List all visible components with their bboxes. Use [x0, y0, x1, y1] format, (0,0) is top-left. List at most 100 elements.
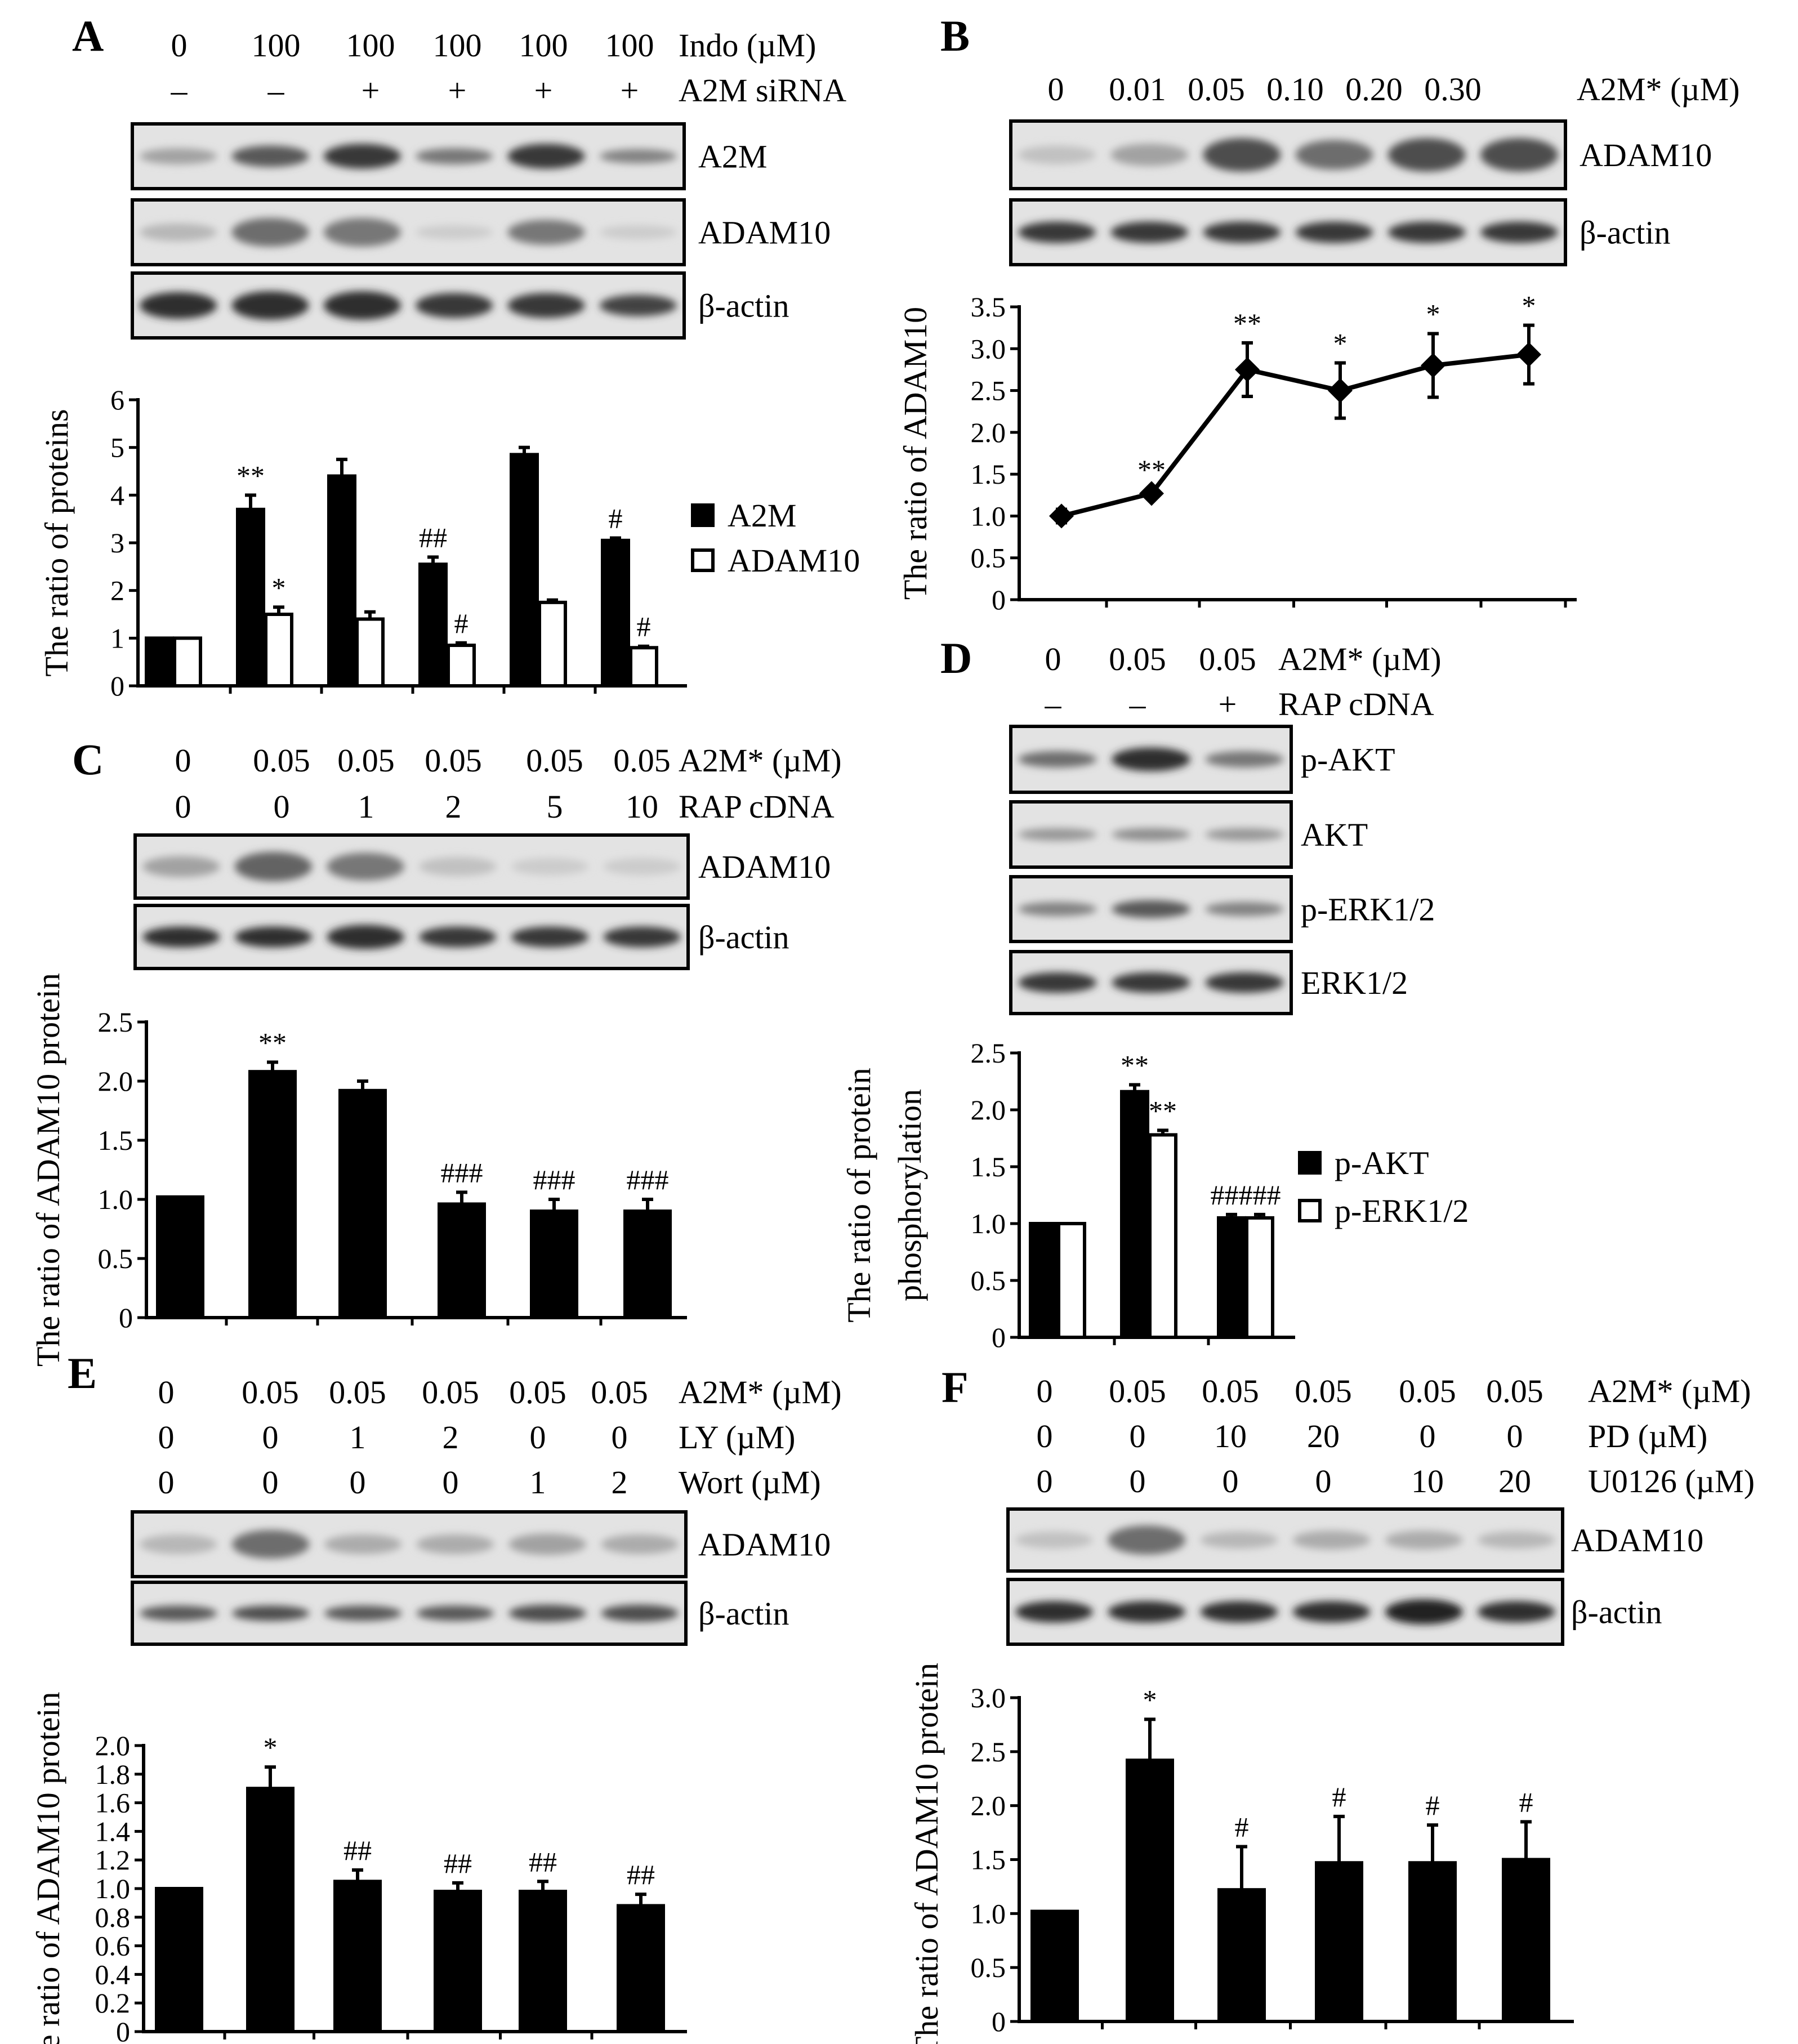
bar	[248, 1070, 297, 1319]
blot-band	[416, 1534, 494, 1554]
header-value: 1	[530, 1464, 546, 1501]
panel-d: D 0 0.05 0.05 A2M* (µM) – – + RAP cDNA p-AKT AKT p-…	[940, 633, 1442, 1015]
header-value: 0	[1045, 641, 1061, 677]
panel-label-e: E	[68, 1349, 97, 1398]
header-value: 0	[1037, 1463, 1053, 1499]
legend-label: A2M	[728, 497, 796, 534]
bar	[623, 1210, 672, 1319]
y-tick-label: 2.0	[98, 1065, 133, 1097]
y-tick-label: 2.0	[971, 1094, 1006, 1126]
header-value: +	[621, 72, 639, 109]
y-tick-label: 1.5	[971, 458, 1006, 490]
y-tick-label: 2.5	[971, 375, 1006, 407]
blot-label: ERK1/2	[1301, 965, 1408, 1001]
significance-mark: ##	[343, 1835, 372, 1866]
blot-band	[1112, 828, 1190, 841]
significance-mark: #	[1519, 1786, 1533, 1818]
blot-band	[1015, 1531, 1094, 1549]
significance-mark: **	[1149, 1095, 1177, 1126]
header-row-name: RAP cDNA	[679, 788, 835, 825]
blot-band	[1110, 221, 1189, 243]
y-tick-label: 4	[110, 479, 124, 511]
header-row-name: A2M siRNA	[679, 72, 846, 109]
blot-label: β-actin	[1580, 215, 1671, 251]
header-value: 20	[1307, 1418, 1340, 1454]
blot-band	[1018, 901, 1097, 917]
blot-band	[416, 225, 493, 240]
panel-c: C 0 0.05 0.05 0.05 0.05 0.05 A2M* (µM)0 0 1 2 5 10 RA…	[72, 735, 842, 970]
bar	[145, 636, 174, 688]
header-value: 10	[626, 788, 658, 825]
blot-band	[1108, 1525, 1186, 1555]
header-value: 0	[175, 742, 191, 779]
header-row-name: PD (µM)	[1588, 1418, 1707, 1454]
blot-frame	[1006, 1578, 1564, 1646]
data-point	[1049, 503, 1074, 529]
blot-band	[507, 220, 585, 245]
blot-strip	[1006, 1507, 1564, 1573]
panel-label-c: C	[72, 735, 104, 784]
blot-band	[601, 1534, 679, 1554]
data-point	[1421, 353, 1445, 378]
header-value: 0	[262, 1419, 279, 1456]
header-value: 1	[350, 1419, 366, 1456]
blot-band	[140, 148, 217, 164]
significance-mark: #	[1426, 1789, 1440, 1821]
blot-band	[327, 853, 404, 881]
header-value: 0.01	[1109, 71, 1166, 108]
blot-band	[1200, 1601, 1278, 1623]
header-value: 100	[252, 27, 301, 64]
panel-f: F 0 0.05 0.05 0.05 0.05 0.05 A2M* (µM) 0 0 10 20 0 0 P…	[942, 1363, 1755, 1646]
significance-mark: #	[609, 503, 623, 534]
header-row-name: U0126 (µM)	[1588, 1463, 1755, 1499]
header-value: 0.05	[242, 1374, 299, 1411]
y-tick-label: 1.0	[95, 1873, 131, 1904]
blot-band	[1205, 751, 1284, 767]
significance-mark: **	[258, 1027, 287, 1058]
panel-label-d: D	[940, 633, 972, 682]
bar	[601, 538, 630, 688]
header-value: 20	[1498, 1463, 1531, 1499]
blot-band	[508, 1533, 587, 1555]
y-tick-label: 1.5	[98, 1124, 133, 1156]
blot-band	[140, 1605, 217, 1621]
significance-mark: **	[237, 459, 265, 491]
bar	[1057, 1222, 1086, 1339]
header-row-name: RAP cDNA	[1278, 686, 1434, 722]
significance-mark: ##	[529, 1846, 557, 1877]
header-value: 0	[1315, 1463, 1332, 1499]
blot-band	[1295, 221, 1373, 243]
blot-band	[507, 293, 585, 318]
bar	[434, 1890, 482, 2034]
blot-band	[1205, 828, 1284, 841]
header-value: 0.05	[329, 1374, 386, 1411]
header-value: 0	[1048, 71, 1064, 108]
y-tick-label: 0	[119, 1302, 133, 1333]
blot-frame	[133, 833, 690, 900]
blot-band	[1018, 828, 1097, 841]
blot-band	[142, 856, 220, 877]
blot-strip	[131, 1581, 688, 1646]
panel-b: B 0 0.01 0.05 0.10 0.20 0.30 A2M* (µM) ADAM10 β-a…	[940, 11, 1740, 266]
y-tick-label: 1.8	[95, 1759, 131, 1790]
panel-a: A 0 100 100 100 100 100 Indo (µM) – – + + + + A2M siRN…	[72, 11, 846, 340]
data-point	[1139, 481, 1164, 506]
blot-band	[1018, 145, 1096, 164]
bar	[264, 613, 293, 688]
significance-mark: #	[637, 611, 651, 642]
header-value: –	[1129, 686, 1146, 722]
header-value: 0	[1037, 1373, 1053, 1409]
blot-band	[1203, 138, 1281, 172]
header-value: 100	[433, 27, 482, 64]
header-value: 0	[530, 1419, 546, 1456]
blot-band	[1203, 221, 1281, 243]
blot-band	[511, 858, 589, 876]
blot-band	[140, 223, 217, 242]
header-value: 0.10	[1266, 71, 1324, 108]
blot-band	[507, 144, 585, 169]
y-tick-label: 1.6	[95, 1787, 131, 1819]
significance-mark: *	[1333, 328, 1348, 359]
significance-mark: **	[1233, 307, 1261, 339]
blot-frame	[131, 271, 686, 340]
bar	[629, 646, 658, 688]
